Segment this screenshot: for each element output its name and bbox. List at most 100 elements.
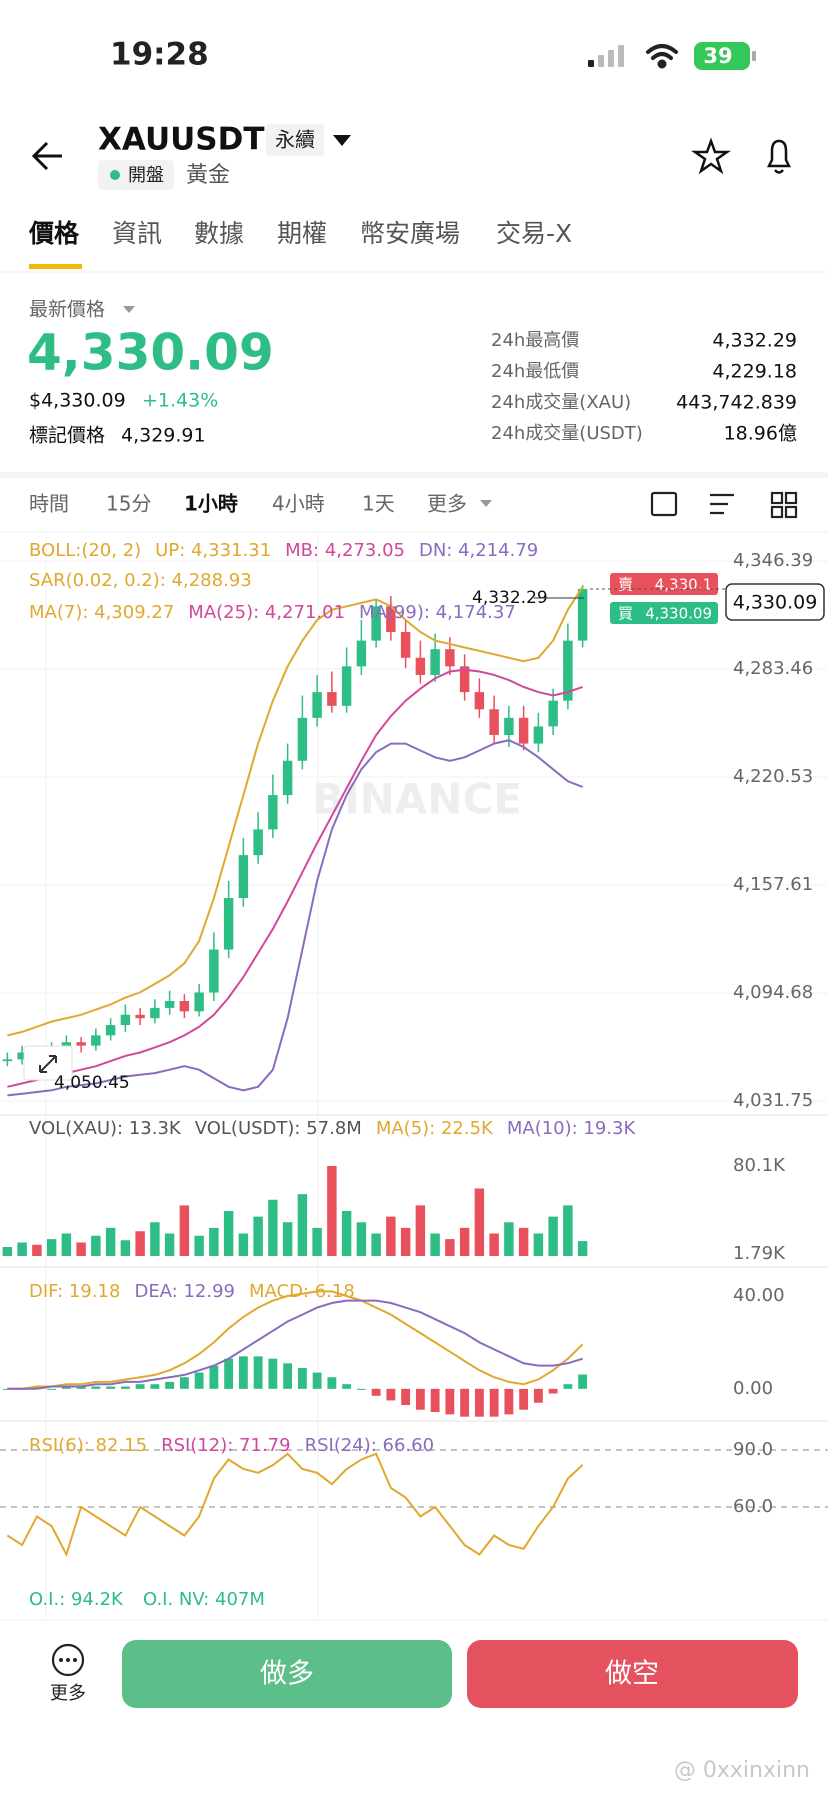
symbol-dropdown[interactable] [333,135,351,146]
macd-bar [533,1388,543,1403]
legend-entry: DN: 4,214.79 [419,540,538,561]
alert-button[interactable] [766,139,792,174]
volume-bar [46,1239,57,1256]
y-tick-label: 1.79K [733,1243,786,1264]
battery [694,42,750,70]
tab[interactable]: 交易-X [496,219,572,248]
tab[interactable]: 期權 [277,219,327,248]
indicator-button[interactable] [710,493,734,515]
favorite-button[interactable] [691,137,731,175]
interval[interactable]: 4小時 [272,492,325,516]
high-annotation: 4,332.29 [472,588,548,608]
candle-body [548,700,558,727]
tab[interactable]: 價格 [28,219,80,248]
macd-bar [2,1388,12,1390]
candle-body [489,709,499,736]
long-button[interactable] [122,1640,452,1708]
macd-bar [578,1374,588,1389]
layout-button[interactable] [770,491,798,519]
status-badge [98,160,174,190]
stat-label: 24h最低價 [491,361,579,382]
volume-bar [400,1227,411,1256]
more-dropdown[interactable] [480,500,492,507]
tab[interactable]: 幣安廣場 [360,219,460,248]
y-tick-label: 60.0 [733,1496,773,1517]
candle-body [445,649,455,667]
candle-body [105,1025,116,1036]
back-button[interactable] [31,141,62,171]
interval[interactable]: 1小時 [184,492,238,516]
volume-bar [371,1233,381,1256]
more-button[interactable] [51,1643,85,1677]
chart-panel: 90.0 60.0 RSI(6): 82.15 RSI(12): 71.79 RSI(2… [0,1435,828,1558]
legend-entry: RSI(6): 82.15 [29,1435,147,1456]
interval[interactable]: 1天 [362,492,395,516]
credit: @ 0xxinxinn [674,1758,810,1783]
volume-bar [253,1216,263,1256]
macd-bar [253,1356,263,1389]
candle-body [194,992,204,1012]
volume-bar [312,1227,322,1256]
volume-bar [297,1194,308,1256]
macd-bar [135,1384,145,1389]
volume-bar [223,1211,234,1256]
volume-bar [356,1222,367,1256]
volume-bar [76,1242,86,1256]
short-button[interactable] [467,1640,798,1708]
macd-bar [120,1386,130,1389]
macd-bar [445,1388,455,1415]
bid-side: 買 [618,605,633,623]
low-annotation: 4,050.45 [54,1073,130,1093]
indicator-line [7,1299,583,1390]
volume-bar [61,1233,72,1256]
price-change: +1.43% [142,390,218,412]
volume-bar [430,1233,440,1256]
candle-body [327,692,337,706]
candle-body [91,1035,101,1046]
candle-body [533,726,544,744]
legend-entry: BOLL:(20, 2) [29,540,141,561]
legend-entry: RSI(12): 71.79 [161,1435,291,1456]
volume-bar [91,1235,101,1256]
macd-bar [224,1358,234,1389]
tab[interactable]: 數據 [194,219,244,248]
status-time: 19:28 [110,37,209,73]
indicator-line [7,586,584,1037]
contract-badge [266,124,324,156]
macd-bar [327,1377,337,1389]
legend-entry: MA(10): 19.3K [507,1118,637,1139]
stat-label: 24h最高價 [491,330,579,351]
long-label: 做多 [260,1659,314,1690]
volume-bar [179,1205,190,1256]
fullscreen-button[interactable] [650,491,678,517]
candle-body [164,1001,175,1008]
volume-bar [32,1244,42,1256]
macd-bar [356,1388,366,1390]
macd-bar [519,1388,529,1410]
candle-body [135,1014,145,1019]
candle-body [400,632,411,658]
last-price-tag [725,583,825,621]
legend-entry: DEA: 12.99 [134,1281,235,1302]
interval[interactable]: 時間 [29,492,69,516]
volume-bar [209,1227,219,1256]
volume-bar [194,1235,204,1256]
price-label-dropdown[interactable] [123,306,135,313]
y-tick-label: 80.1K [733,1155,786,1176]
interval[interactable]: 更多 [427,492,467,516]
legend-entry: DIF: 19.18 [29,1281,120,1302]
candle-body [223,898,234,950]
macd-bar [194,1372,204,1389]
legend-entry: UP: 4,331.31 [155,540,271,561]
y-tick-label: 4,283.46 [733,658,813,679]
candle-body [518,717,529,744]
volume-bar [164,1233,175,1256]
interval[interactable]: 15分 [106,492,151,516]
volume-bar [120,1240,131,1256]
asset-name: 黃金 [186,163,230,188]
legend-entry: MA(5): 22.5K [376,1118,494,1139]
macd-bar [430,1388,440,1413]
candle-body [577,588,588,641]
macd-bar [283,1363,293,1389]
tab[interactable]: 資訊 [112,219,162,248]
